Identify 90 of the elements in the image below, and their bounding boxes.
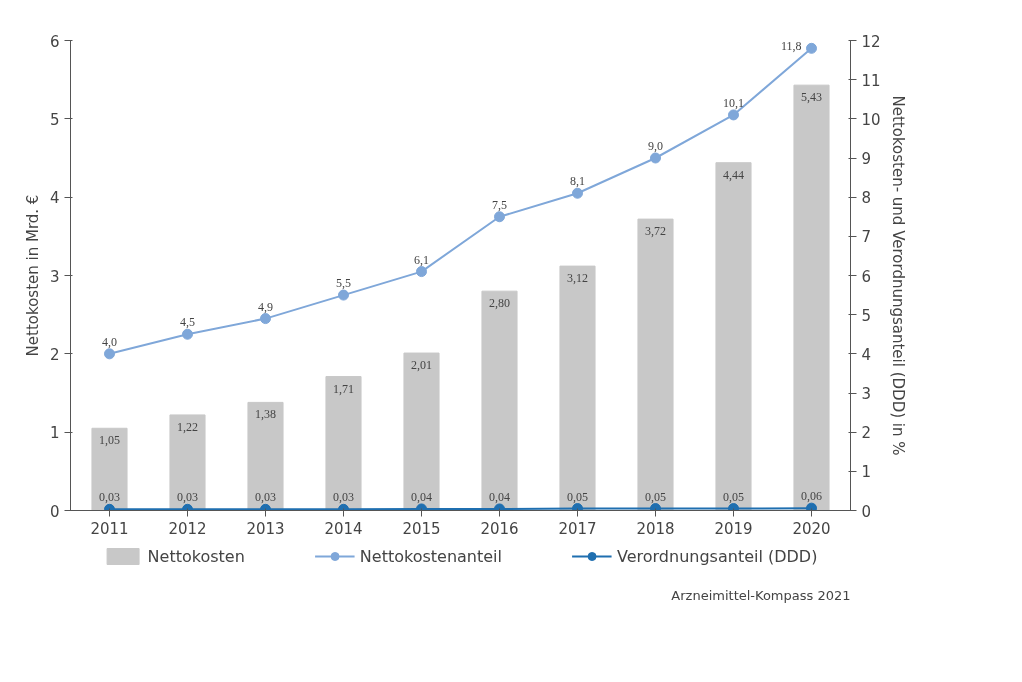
y-tick-label: 5 [49,110,60,129]
data-label: 5,5 [336,276,351,291]
legend-label: Nettokostenanteil [359,546,502,566]
data-label: 8,1 [570,174,585,189]
data-label: 1,22 [177,419,198,434]
data-label: 1,71 [333,381,354,396]
point [572,503,583,511]
data-label: 0,05 [645,489,666,504]
data-label: 10,1 [723,95,744,110]
y-tick-label: 3 [49,267,60,286]
x-tick-label: 2014 [324,519,363,538]
y2-tick-label: 6 [861,267,872,286]
y2-tick-label: 12 [861,32,881,51]
data-label: 0,03 [99,490,120,505]
data-label: 3,72 [645,224,666,239]
y2-tick-label: 9 [861,150,872,168]
data-label: 4,0 [102,334,117,349]
data-label: 4,44 [723,167,744,182]
point [572,187,583,199]
point [104,348,115,360]
y-tick-label: 1 [49,424,60,443]
bar [325,376,362,511]
x-tick-label: 2018 [636,519,675,538]
data-label: 2,80 [489,296,510,311]
y2-tick-label: 7 [861,228,872,247]
data-label: 2,01 [411,358,432,373]
data-label: 5,43 [801,90,822,105]
data-label: 9,0 [648,139,663,153]
bar [793,84,830,511]
x-tick-label: 2017 [558,519,597,538]
bar [403,352,440,511]
bar [169,414,206,511]
y2-axis-title: Nettokosten- und Verordnungsanteil (DDD) in % [888,95,907,456]
point [728,109,739,121]
y2-tick-label: 5 [861,306,872,325]
y-tick-label: 0 [49,502,60,521]
x-tick-label: 2015 [402,519,441,538]
point [494,211,505,223]
bar [247,401,284,511]
y2-tick-label: 0 [861,502,872,521]
text: Arzneimittel-Kompass 2021 [671,588,851,603]
bar [715,162,752,511]
data-label: 6,1 [414,252,429,267]
bar [91,427,128,511]
data-label: 0,04 [489,489,510,504]
y-axis-title: Nettokosten in Mrd. € [23,194,42,357]
bar [637,218,674,511]
data-label: 4,5 [180,315,195,330]
x-tick-label: 2012 [168,519,207,538]
y2-tick-label: 3 [861,385,872,403]
data-label: 1,05 [99,433,120,448]
point [806,502,817,511]
point [650,503,661,511]
x-tick-label: 2013 [246,519,285,538]
data-label: 0,06 [801,489,822,504]
data-label: 0,05 [567,489,588,504]
x-tick-label: 2019 [714,519,753,538]
legend-label: Verordnungsanteil (DDD) [617,546,818,566]
y2-tick-label: 10 [861,110,881,129]
legend-label: Nettokosten [147,546,245,566]
data-label: 0,05 [723,489,744,504]
point [728,503,739,511]
data-label: 1,38 [255,407,276,422]
data-label: 7,5 [492,197,507,212]
y2-tick-label: 1 [861,463,872,482]
point [260,313,271,325]
y2-tick-label: 11 [861,71,881,90]
data-label: 11,8 [780,39,802,54]
bar [481,290,518,511]
point [338,289,349,301]
data-label: 4,9 [258,299,273,314]
y-tick-label: 4 [49,189,60,208]
bar [559,265,596,511]
x-tick-label: 2016 [480,519,519,538]
point [806,42,817,54]
y2-tick-label: 2 [861,424,872,443]
data-label: 0,03 [333,490,354,505]
data-label: 3,12 [567,271,588,286]
x-tick-label: 2020 [792,519,831,538]
y-tick-label: 2 [49,345,60,364]
data-label: 0,04 [411,489,432,504]
y2-tick-label: 8 [861,189,872,208]
y2-tick-label: 4 [861,345,872,364]
x-tick-label: 2011 [90,519,129,538]
data-label: 0,03 [177,490,198,505]
data-label: 0,03 [255,490,276,505]
point [416,266,427,278]
point [650,152,661,164]
y-tick-label: 6 [49,32,60,51]
point [182,328,193,340]
